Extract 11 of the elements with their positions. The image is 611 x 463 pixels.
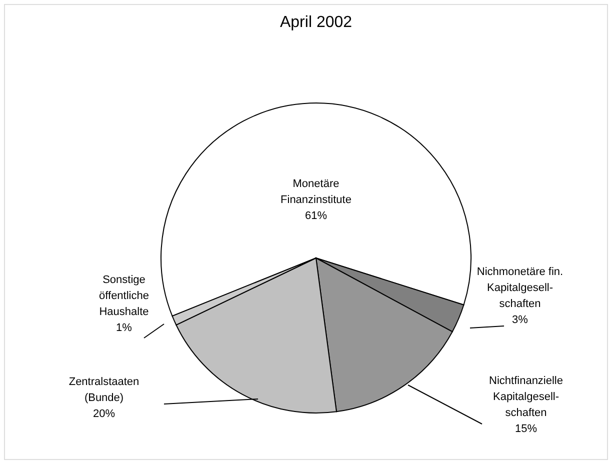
- data-label: 3%: [512, 314, 528, 326]
- slice-label: Monetäre Finanzinstitute: [280, 178, 352, 206]
- slice-label: Sonstige öffentliche Haushalte: [99, 274, 149, 318]
- data-label: 1%: [116, 322, 132, 334]
- chart-title: April 2002: [280, 14, 352, 31]
- data-label: 61%: [304, 210, 328, 222]
- slice-label: Nichtfinanzielle Kapitalgesell- schaften: [489, 375, 563, 419]
- slice-label: Zentralstaaten (Bunde): [68, 376, 140, 404]
- data-label: 15%: [514, 423, 538, 435]
- slice-label: Nichmonetäre fin. Kapitalgesell- schaften: [476, 266, 564, 310]
- data-label: 20%: [92, 408, 116, 420]
